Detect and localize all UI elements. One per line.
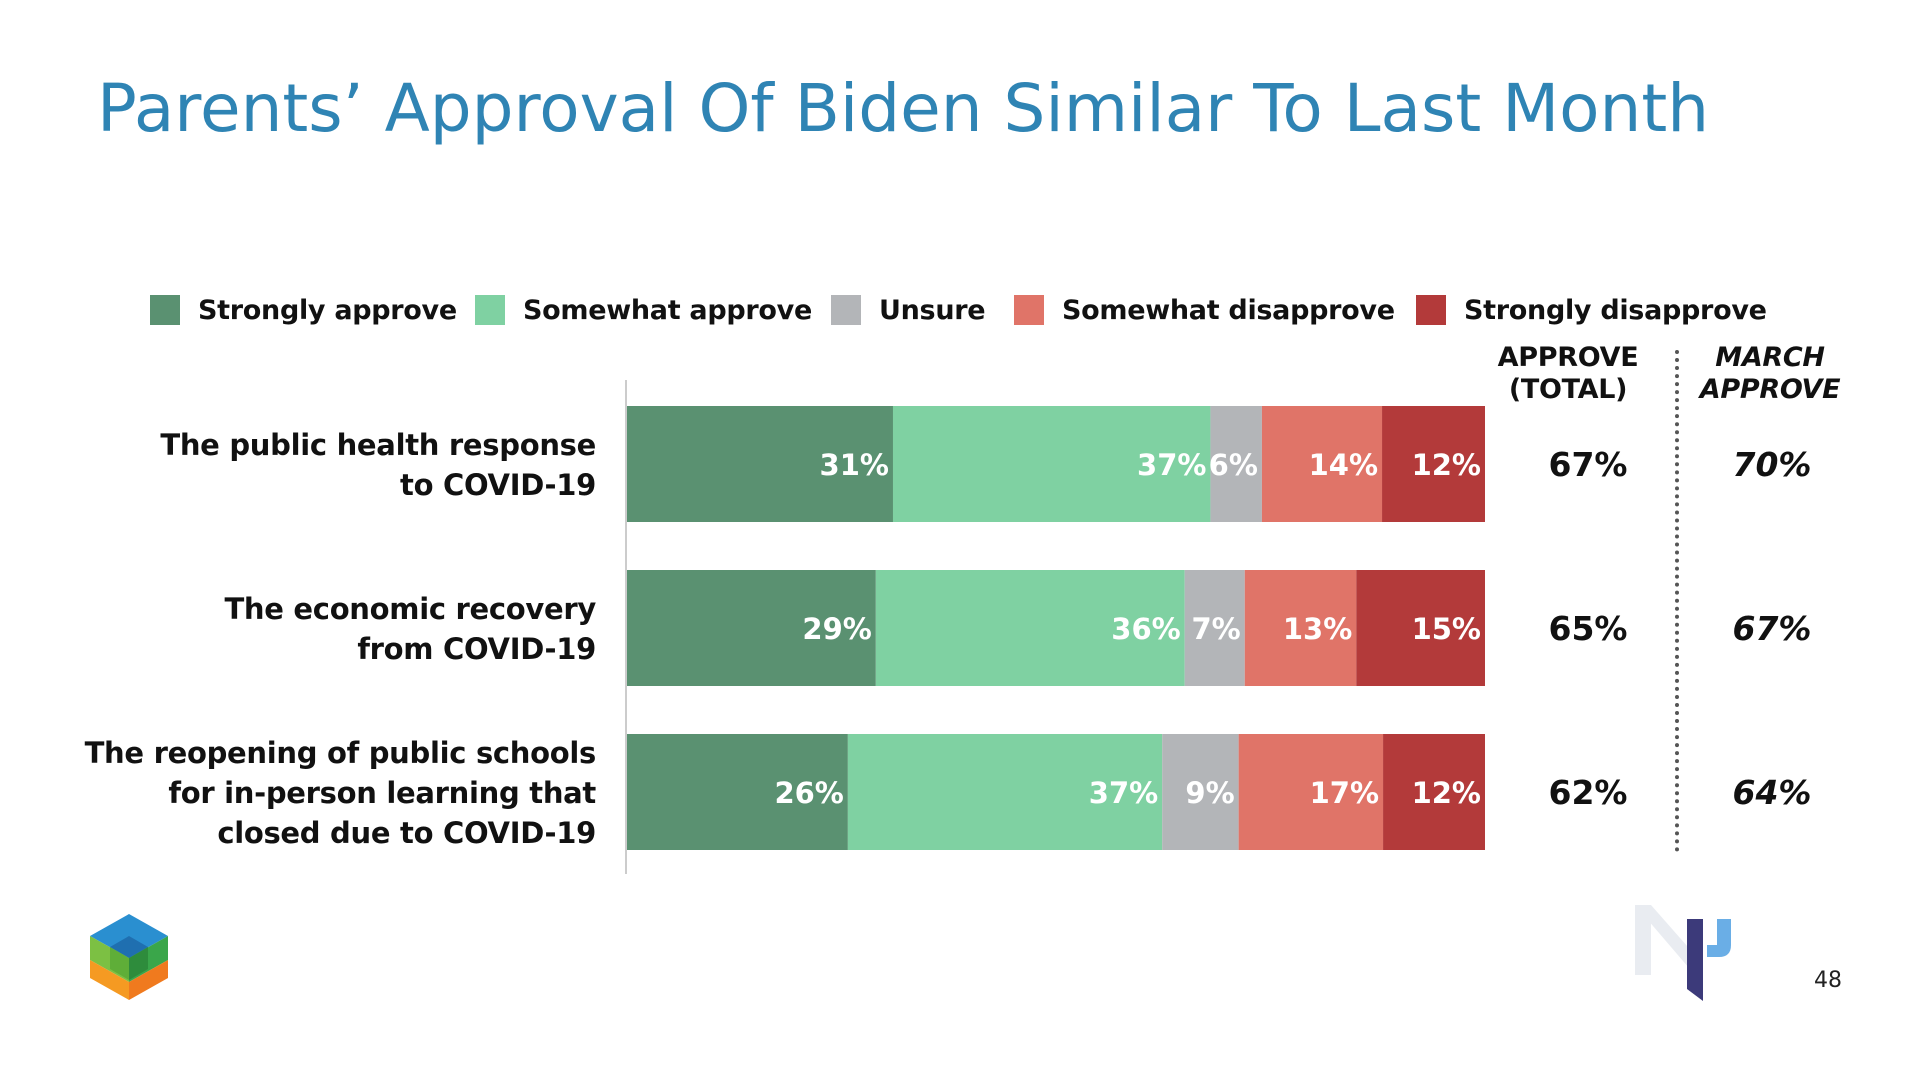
data-label-economic-recovery-somewhat-approve: 36% — [1111, 612, 1180, 646]
bar-public-health-somewhat-disapprove — [1261, 406, 1383, 522]
column-divider — [1675, 350, 1679, 852]
bar-economic-recovery-strongly-disapprove — [1356, 570, 1485, 686]
bar-economic-recovery-unsure — [1184, 570, 1245, 686]
legend-label: Strongly approve — [198, 294, 457, 326]
legend-item-unsure: Unsure — [831, 293, 986, 327]
row-label-line: The public health response — [160, 428, 596, 462]
page-number: 48 — [1814, 968, 1842, 993]
legend-label: Somewhat disapprove — [1062, 294, 1395, 326]
row-label-public-health: The public health response to COVID-19 — [160, 425, 596, 505]
approve-total-header-line2: (TOTAL) — [1508, 374, 1628, 405]
march-approve-value-economic-recovery: 67% — [1733, 609, 1812, 648]
bar-school-reopening-somewhat-disapprove — [1238, 734, 1384, 850]
data-label-school-reopening-strongly-disapprove: 12% — [1412, 776, 1481, 810]
page-title: Parents’ Approval Of Biden Similar To La… — [97, 70, 1710, 147]
legend-swatch — [1014, 295, 1044, 325]
data-label-public-health-strongly-approve: 31% — [820, 448, 889, 482]
bar-economic-recovery-somewhat-approve — [875, 570, 1185, 686]
legend-item-strongly-approve: Strongly approve — [150, 293, 457, 327]
march-approve-header: MARCH APPROVE — [1690, 342, 1850, 406]
row-label-line: The economic recovery — [224, 592, 596, 626]
bar-public-health-strongly-disapprove — [1382, 406, 1485, 522]
approve-total-header: APPROVE (TOTAL) — [1493, 342, 1643, 406]
march-approve-header-line1: MARCH — [1715, 342, 1825, 373]
legend-swatch — [1416, 295, 1446, 325]
approve-total-header-line1: APPROVE — [1497, 342, 1639, 373]
bar-school-reopening-somewhat-approve — [847, 734, 1163, 850]
np-logo-icon — [1635, 905, 1731, 1001]
bar-public-health-somewhat-approve — [892, 406, 1211, 522]
data-label-school-reopening-strongly-approve: 26% — [774, 776, 843, 810]
data-label-public-health-somewhat-disapprove: 14% — [1309, 448, 1378, 482]
bar-economic-recovery-strongly-approve — [627, 570, 876, 686]
bar-school-reopening-unsure — [1162, 734, 1239, 850]
legend-label: Unsure — [879, 294, 986, 326]
approve-total-value-public-health: 67% — [1549, 445, 1628, 484]
legend-item-strongly-disapprove: Strongly disapprove — [1416, 293, 1767, 327]
data-label-school-reopening-unsure: 9% — [1185, 776, 1234, 810]
cube-logo-icon — [90, 914, 168, 1000]
data-label-public-health-strongly-disapprove: 12% — [1412, 448, 1481, 482]
march-approve-value-school-reopening: 64% — [1733, 773, 1812, 812]
row-label-school-reopening: The reopening of public schools for in-p… — [84, 733, 597, 853]
legend-swatch — [831, 295, 861, 325]
approve-total-value-school-reopening: 62% — [1549, 773, 1628, 812]
bar-economic-recovery-somewhat-disapprove — [1244, 570, 1357, 686]
data-label-economic-recovery-unsure: 7% — [1192, 612, 1241, 646]
legend-label: Strongly disapprove — [1464, 294, 1767, 326]
bar-public-health-strongly-approve — [627, 406, 893, 522]
data-label-economic-recovery-somewhat-disapprove: 13% — [1283, 612, 1352, 646]
row-label-line: for in-person learning that — [168, 776, 596, 810]
bar-school-reopening-strongly-approve — [627, 734, 848, 850]
data-label-public-health-somewhat-approve: 37% — [1137, 448, 1206, 482]
bar-school-reopening-strongly-disapprove — [1383, 734, 1485, 850]
row-label-line: The reopening of public schools — [84, 736, 597, 770]
legend-label: Somewhat approve — [523, 294, 812, 326]
march-approve-header-line2: APPROVE — [1699, 374, 1841, 405]
legend-swatch — [475, 295, 505, 325]
approve-total-value-economic-recovery: 65% — [1549, 609, 1628, 648]
row-label-line: to COVID-19 — [400, 468, 596, 502]
data-label-school-reopening-somewhat-disapprove: 17% — [1310, 776, 1379, 810]
march-approve-value-public-health: 70% — [1733, 445, 1812, 484]
data-label-school-reopening-somewhat-approve: 37% — [1089, 776, 1158, 810]
data-label-economic-recovery-strongly-disapprove: 15% — [1412, 612, 1481, 646]
legend-item-somewhat-approve: Somewhat approve — [475, 293, 812, 327]
row-label-line: closed due to COVID-19 — [217, 816, 596, 850]
data-label-economic-recovery-strongly-approve: 29% — [802, 612, 871, 646]
legend-swatch — [150, 295, 180, 325]
row-label-economic-recovery: The economic recovery from COVID-19 — [224, 589, 596, 669]
bar-public-health-unsure — [1210, 406, 1262, 522]
legend-item-somewhat-disapprove: Somewhat disapprove — [1014, 293, 1395, 327]
row-label-line: from COVID-19 — [357, 632, 596, 666]
data-label-public-health-unsure: 6% — [1209, 448, 1258, 482]
chart-axis-line — [625, 380, 627, 874]
